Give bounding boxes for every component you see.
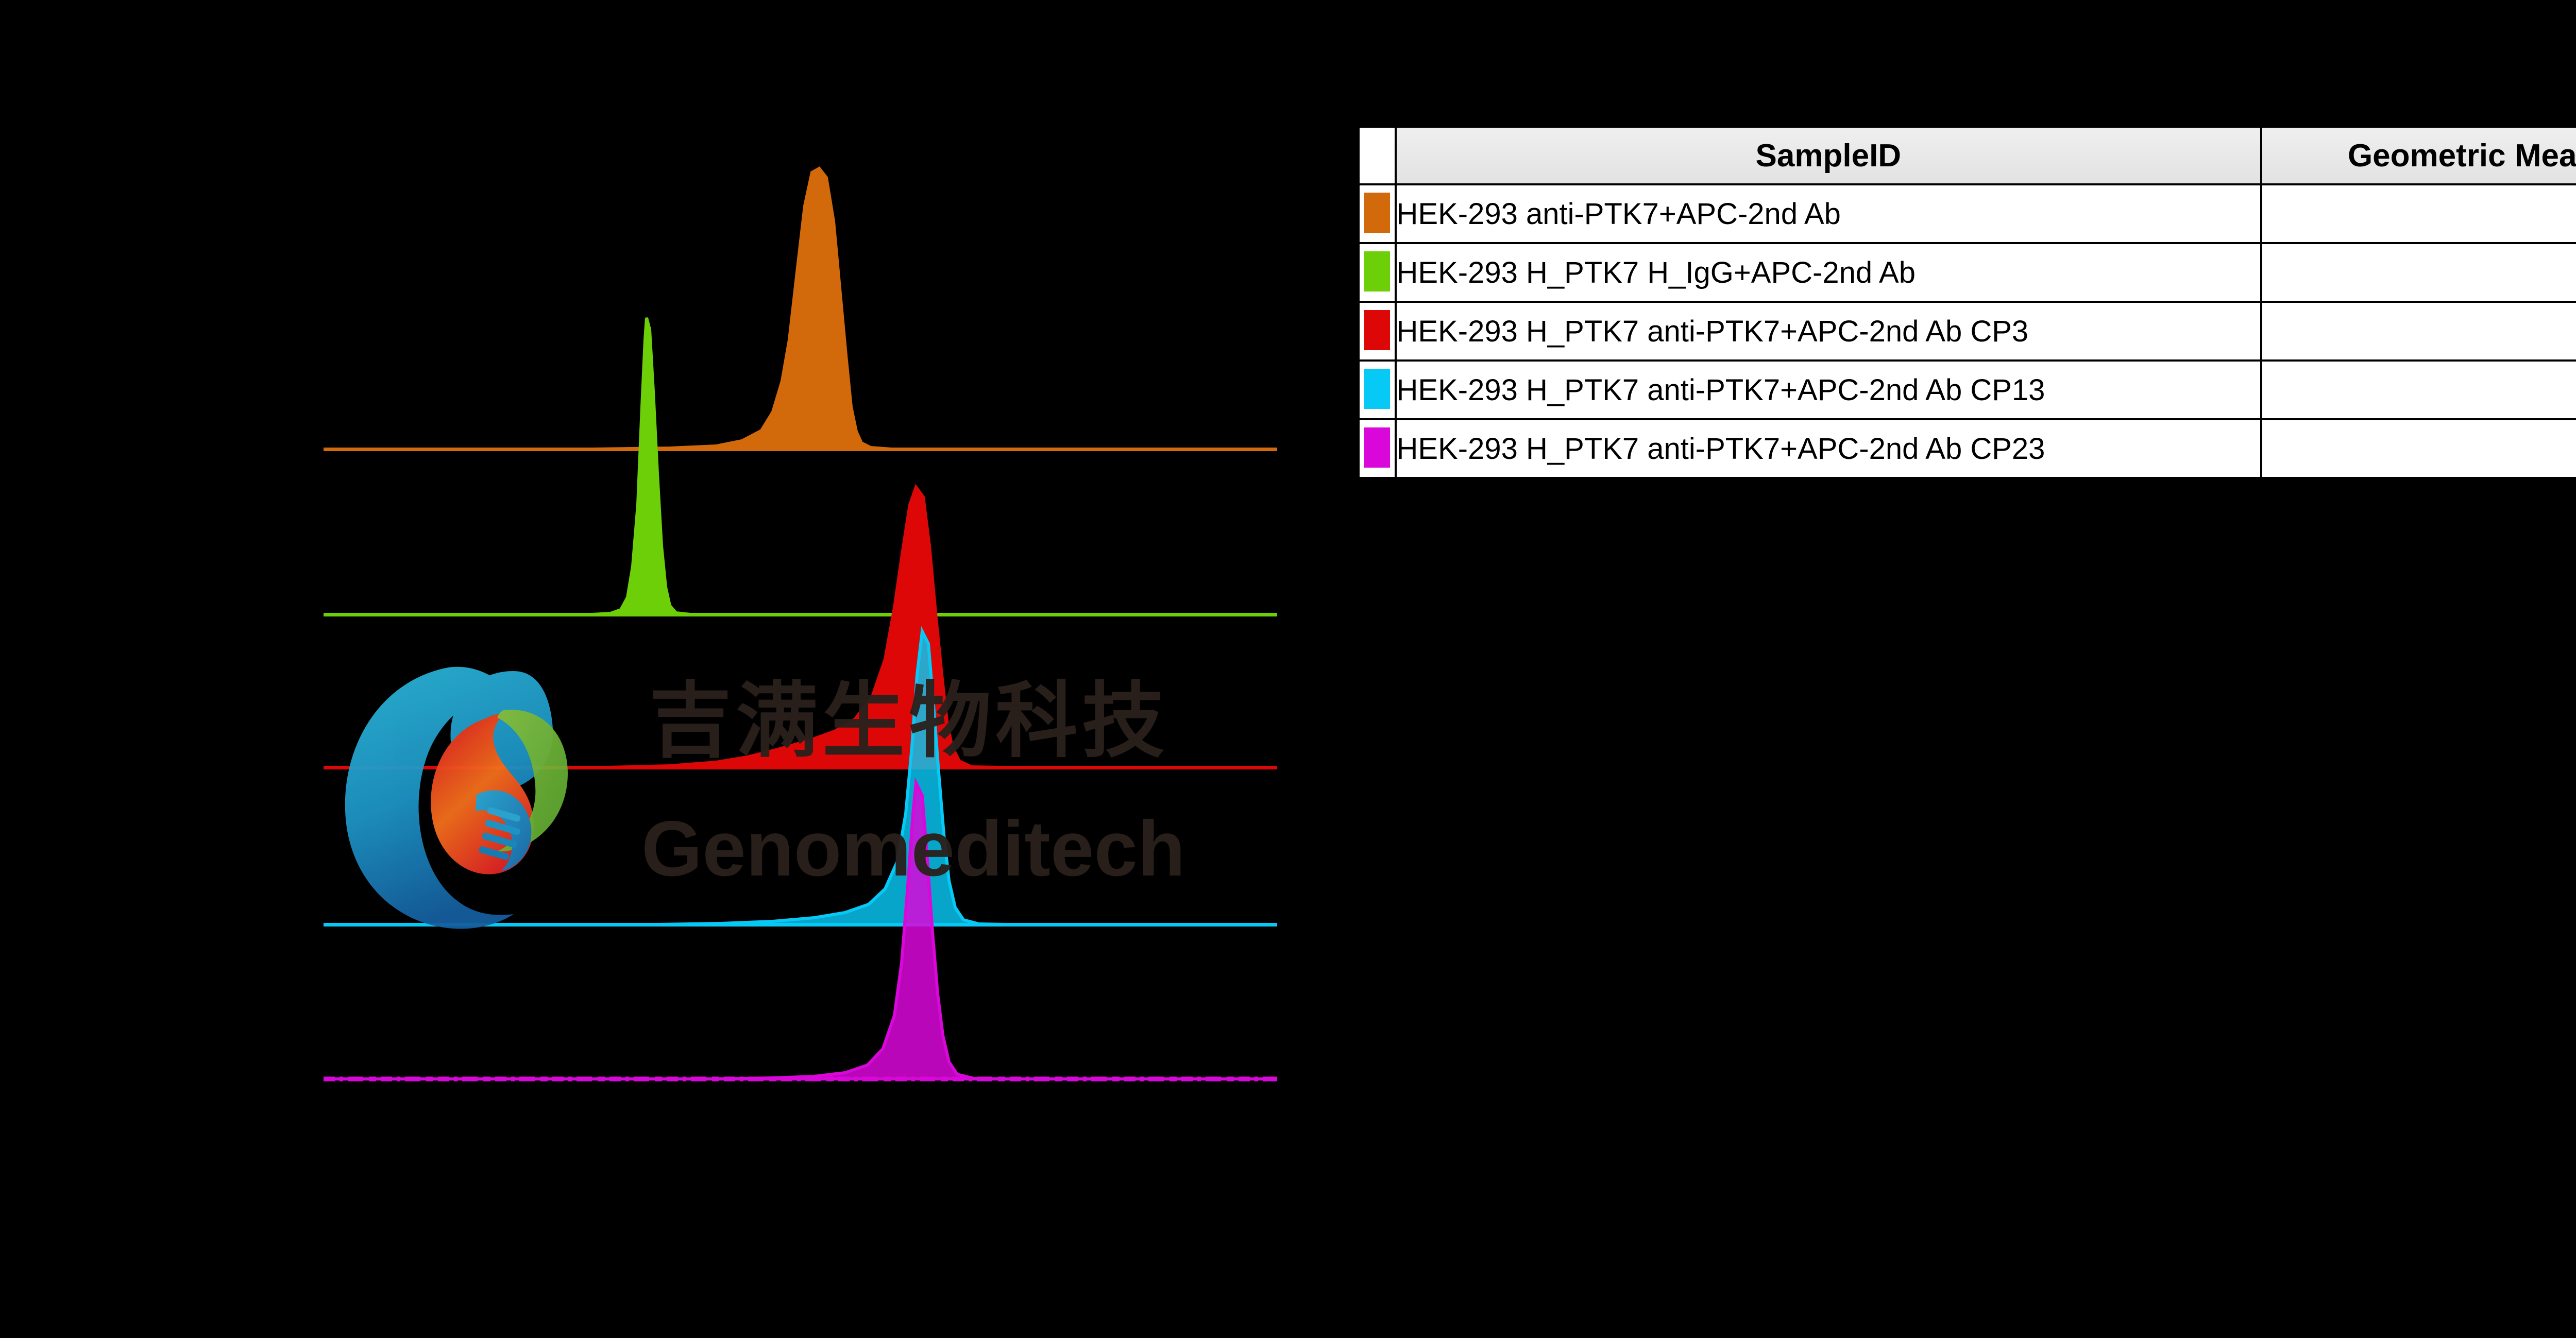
sample-id-cell: HEK-293 anti-PTK7+APC-2nd Ab xyxy=(1394,183,2263,244)
row-color-swatch-cell xyxy=(1357,359,1397,420)
watermark-english-text: Genomeditech xyxy=(641,805,1185,893)
color-swatch xyxy=(1364,368,1390,409)
trace-magenta xyxy=(324,777,1277,1082)
color-swatch xyxy=(1364,310,1390,350)
trace-red xyxy=(324,484,1277,769)
trace-green xyxy=(324,317,1277,616)
header-color-swatch xyxy=(1357,125,1397,185)
row-color-swatch-cell xyxy=(1357,183,1397,244)
trace-orange xyxy=(324,166,1277,451)
sample-id-cell: HEK-293 H_PTK7 H_IgG+APC-2nd Ab xyxy=(1394,242,2263,303)
histogram-plot: 吉满生物科技 Genomeditech xyxy=(324,166,1277,1082)
watermark-chinese-text: 吉满生物科技 xyxy=(649,673,1168,769)
color-swatch xyxy=(1364,251,1390,291)
header-sample-id: SampleID xyxy=(1394,125,2263,185)
table-row: HEK-293 H_PTK7 anti-PTK7+APC-2nd Ab CP23… xyxy=(1357,418,2576,479)
color-swatch xyxy=(1364,427,1390,468)
genomeditech-logo-watermark xyxy=(345,666,568,929)
sample-id-cell: HEK-293 H_PTK7 anti-PTK7+APC-2nd Ab CP13 xyxy=(1394,359,2263,420)
sample-id-cell: HEK-293 H_PTK7 anti-PTK7+APC-2nd Ab CP23 xyxy=(1394,418,2263,479)
geometric-mean-cell: 7109 xyxy=(2260,183,2576,244)
row-color-swatch-cell xyxy=(1357,242,1397,303)
table-row: HEK-293 H_PTK7 anti-PTK7+APC-2nd Ab CP33… xyxy=(1357,301,2576,362)
geometric-mean-cell: 30533 xyxy=(2260,418,2576,479)
trace-cyan xyxy=(324,626,1277,927)
table-row: HEK-293 anti-PTK7+APC-2nd Ab7109 xyxy=(1357,183,2576,244)
table-row: HEK-293 H_PTK7 anti-PTK7+APC-2nd Ab CP13… xyxy=(1357,359,2576,420)
row-color-swatch-cell xyxy=(1357,301,1397,362)
table-row: HEK-293 H_PTK7 H_IgG+APC-2nd Ab338 xyxy=(1357,242,2576,303)
header-geometric-mean: Geometric Mean : FL11-H xyxy=(2260,125,2576,185)
row-color-swatch-cell xyxy=(1357,418,1397,479)
table-header-row: SampleID Geometric Mean : FL11-H xyxy=(1357,125,2576,185)
geometric-mean-cell: 338 xyxy=(2260,242,2576,303)
sample-id-cell: HEK-293 H_PTK7 anti-PTK7+APC-2nd Ab CP3 xyxy=(1394,301,2263,362)
geometric-mean-cell: 31078 xyxy=(2260,301,2576,362)
geometric-mean-cell: 31381 xyxy=(2260,359,2576,420)
color-swatch xyxy=(1364,192,1390,233)
flow-cytometry-histogram-panel: 吉满生物科技 Genomeditech xyxy=(324,166,1277,1082)
statistics-table: SampleID Geometric Mean : FL11-H HEK-293… xyxy=(1357,125,2576,479)
